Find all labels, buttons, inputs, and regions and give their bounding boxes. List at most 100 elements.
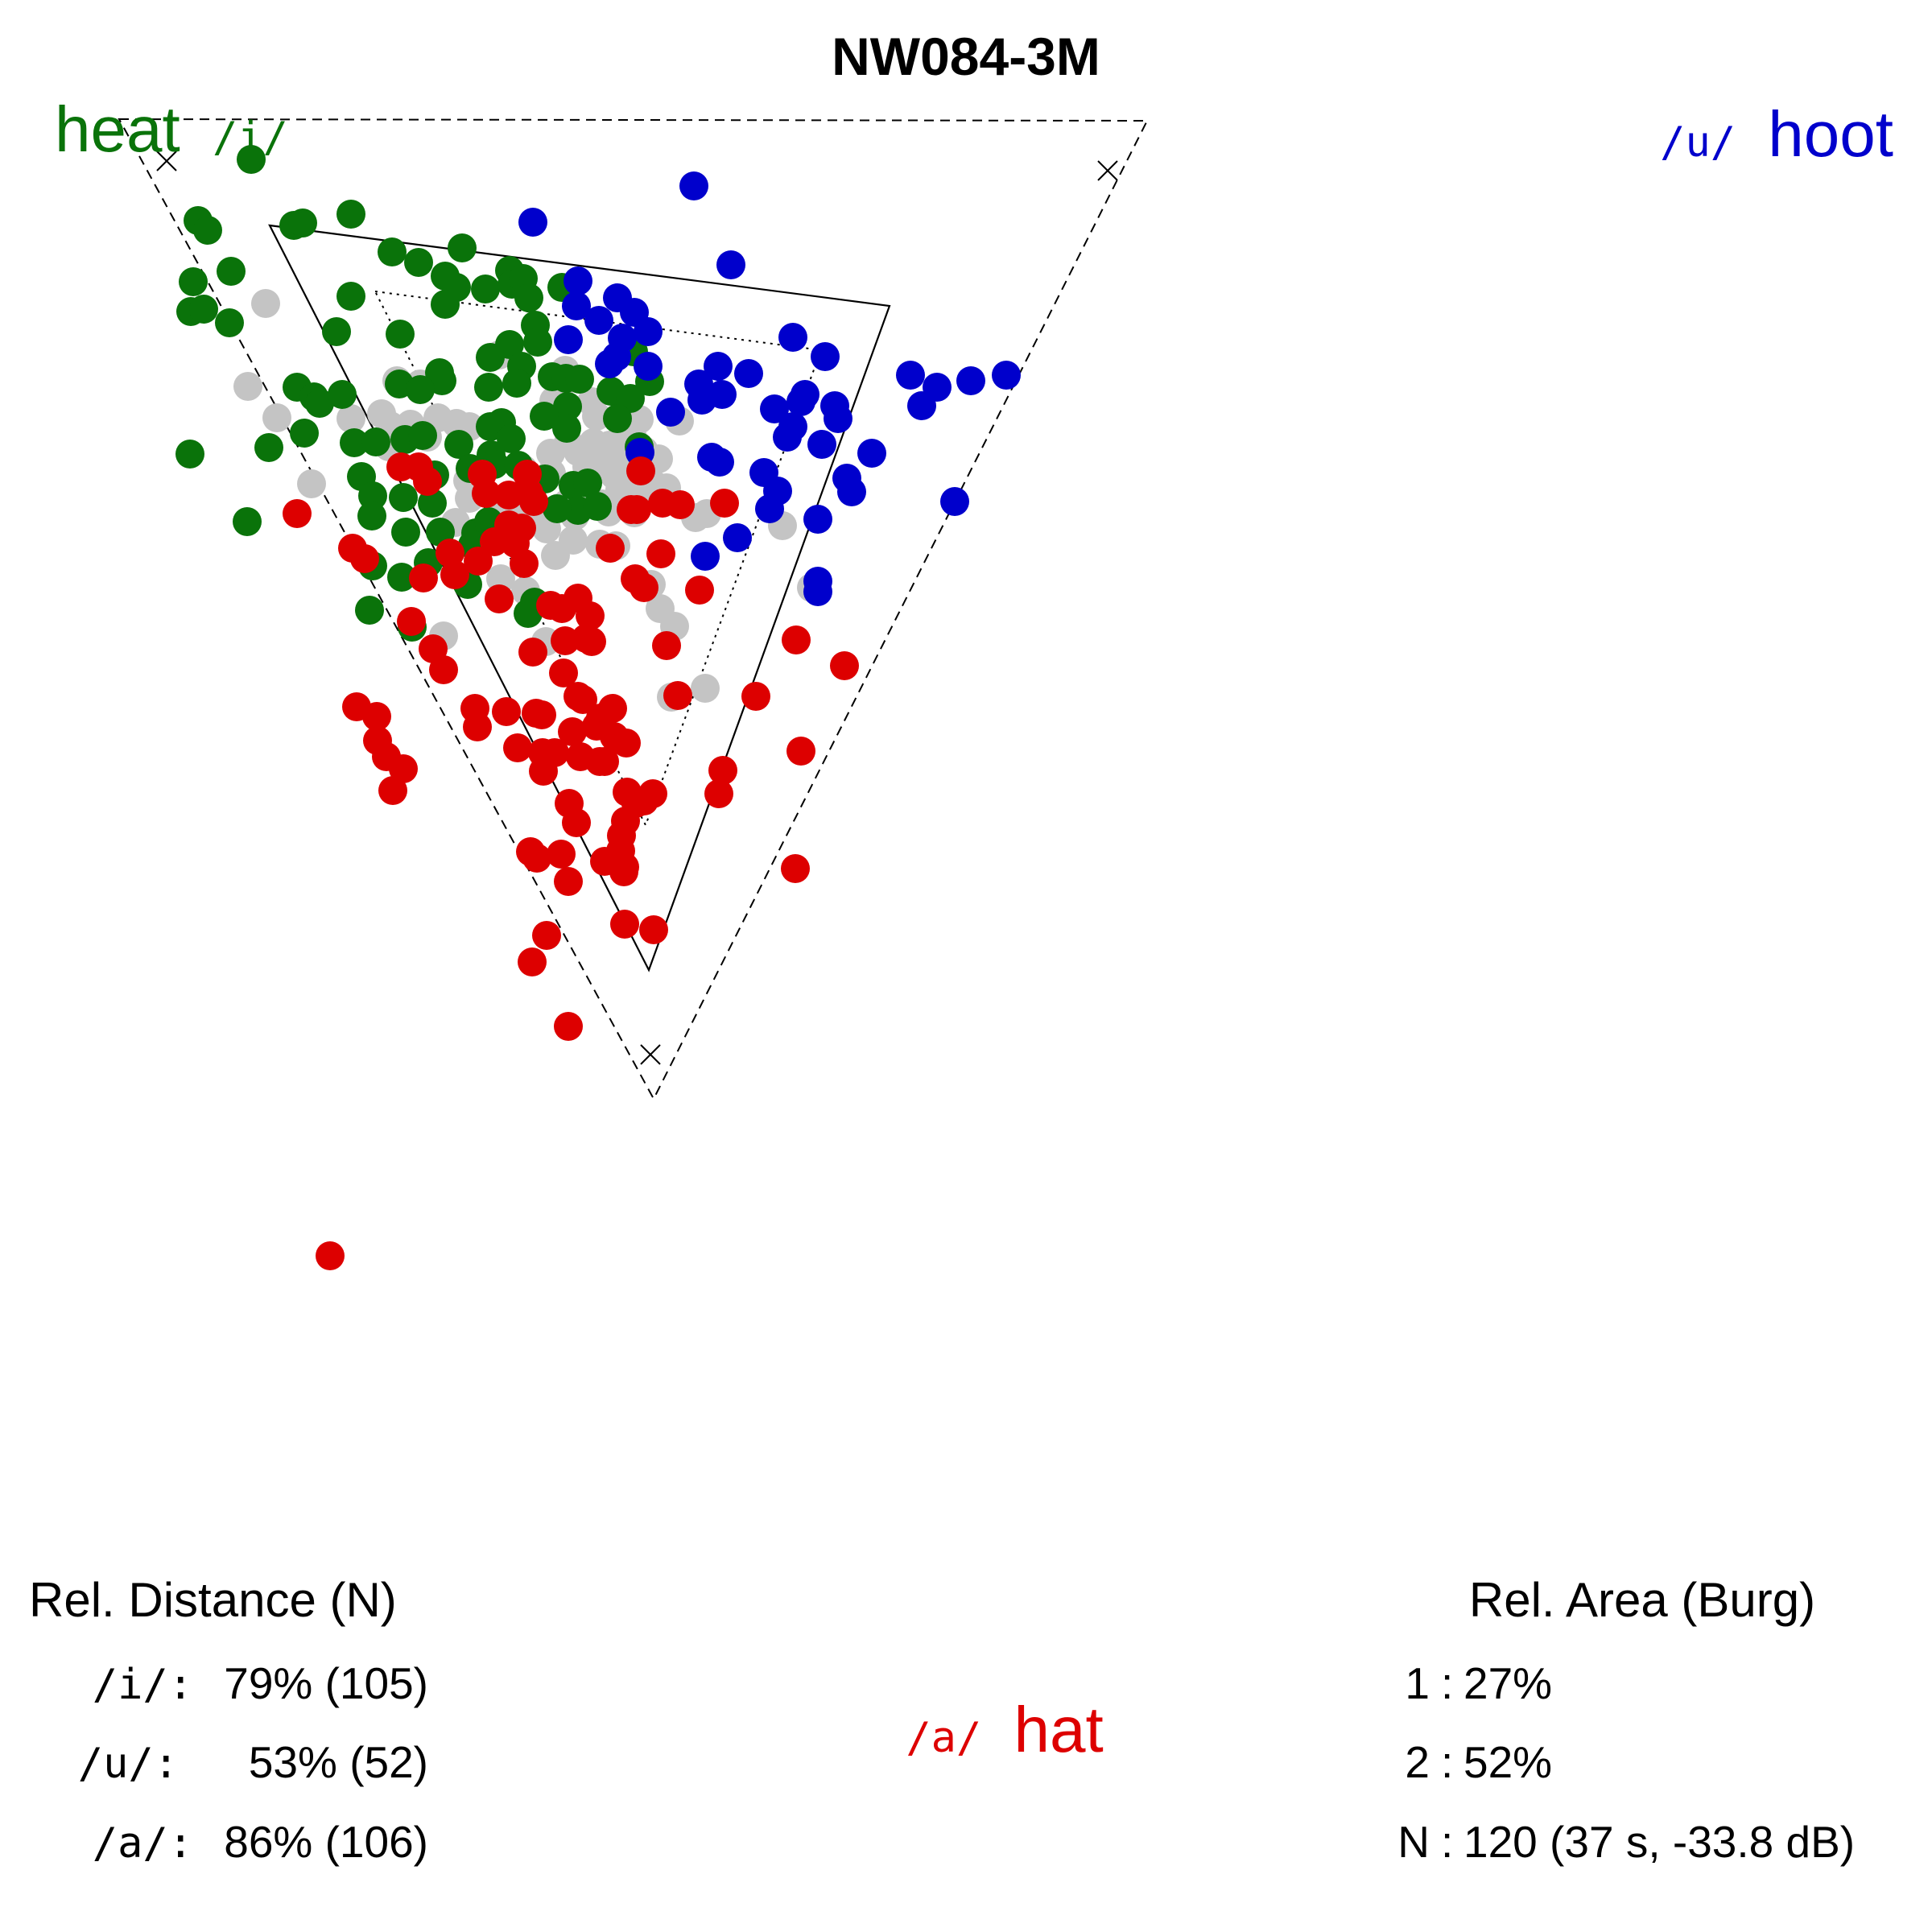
chart-title: NW084-3M bbox=[832, 27, 1100, 86]
point-a bbox=[464, 547, 493, 576]
point-u bbox=[786, 387, 815, 416]
point-u bbox=[554, 325, 583, 354]
rel-distance-label-a: /a/: bbox=[93, 1819, 193, 1868]
point-a bbox=[610, 910, 639, 939]
point-i bbox=[193, 216, 222, 245]
point-a bbox=[626, 456, 655, 485]
point-i bbox=[386, 320, 415, 349]
point-a bbox=[463, 712, 492, 741]
point-a bbox=[830, 651, 859, 680]
vowel-label-i: heat /i/ bbox=[55, 93, 288, 165]
rel-distance-heading: Rel. Distance (N) bbox=[29, 1573, 397, 1627]
point-i bbox=[523, 328, 552, 357]
point-u bbox=[837, 477, 866, 506]
point-i bbox=[288, 208, 317, 237]
point-a bbox=[283, 499, 312, 528]
reference-marker bbox=[156, 151, 177, 171]
point-a bbox=[350, 544, 379, 573]
point-i bbox=[427, 366, 456, 395]
point-u bbox=[896, 361, 925, 390]
point-a bbox=[413, 467, 442, 496]
point-u bbox=[773, 423, 802, 452]
point-i bbox=[336, 282, 365, 311]
point-a bbox=[378, 776, 407, 805]
point-a bbox=[547, 840, 576, 869]
point-other bbox=[582, 402, 611, 431]
point-u bbox=[634, 317, 663, 346]
triangle-outlines bbox=[118, 118, 1149, 1101]
rel-distance-value-u: 53% (52) bbox=[249, 1737, 428, 1787]
point-u bbox=[679, 171, 708, 200]
point-other bbox=[297, 469, 326, 498]
point-a bbox=[708, 756, 737, 785]
point-a bbox=[492, 697, 521, 726]
point-u bbox=[518, 208, 547, 237]
vowel-label-u: /u/ hoot bbox=[1660, 98, 1893, 170]
rel-area-heading: Rel. Area (Burg) bbox=[1469, 1573, 1815, 1627]
point-a bbox=[436, 539, 464, 568]
rel-area-label-2: 2 bbox=[1405, 1737, 1430, 1787]
point-a bbox=[704, 779, 733, 808]
point-u bbox=[691, 542, 720, 571]
point-u bbox=[940, 487, 969, 516]
vowel-label-a-symbol: /a/ bbox=[906, 1714, 981, 1762]
point-i bbox=[565, 365, 594, 394]
point-i bbox=[357, 502, 386, 530]
point-u bbox=[723, 523, 752, 552]
rel-distance-panel: Rel. Distance (N) /i/: 79% (105) /u/: 53… bbox=[29, 1573, 428, 1868]
point-i bbox=[573, 469, 602, 497]
rel-area-sep-1: : bbox=[1441, 1658, 1453, 1708]
point-a bbox=[527, 700, 556, 729]
point-a bbox=[549, 658, 578, 687]
point-i bbox=[583, 492, 612, 521]
point-i bbox=[476, 343, 505, 372]
point-a bbox=[518, 638, 547, 667]
point-i bbox=[328, 380, 357, 409]
point-i bbox=[290, 419, 319, 448]
point-a bbox=[590, 747, 619, 776]
point-i bbox=[189, 295, 218, 324]
vowel-label-a-word: hat bbox=[1013, 1694, 1103, 1765]
point-u bbox=[656, 398, 685, 427]
point-a bbox=[562, 808, 591, 837]
point-i bbox=[217, 257, 246, 286]
point-i bbox=[408, 421, 437, 450]
point-a bbox=[397, 607, 426, 636]
point-u bbox=[803, 505, 832, 534]
point-a bbox=[389, 754, 418, 783]
point-i bbox=[553, 392, 582, 421]
reference-marker bbox=[1097, 160, 1118, 181]
point-a bbox=[630, 573, 658, 602]
point-other bbox=[233, 372, 262, 401]
rel-area-label-n: N bbox=[1397, 1817, 1430, 1867]
point-u bbox=[705, 448, 734, 477]
vowel-label-u-symbol: /u/ bbox=[1660, 118, 1736, 167]
point-i bbox=[431, 290, 460, 319]
point-i bbox=[471, 275, 500, 303]
rel-area-sep-2: : bbox=[1441, 1737, 1453, 1787]
point-a bbox=[630, 786, 658, 815]
point-a bbox=[480, 527, 509, 556]
point-other bbox=[251, 289, 280, 318]
point-a bbox=[558, 717, 587, 746]
point-a bbox=[429, 655, 458, 684]
point-u bbox=[778, 323, 807, 352]
point-i bbox=[179, 267, 208, 296]
point-a bbox=[609, 857, 638, 886]
point-other bbox=[541, 541, 570, 570]
point-a bbox=[518, 947, 547, 976]
point-i bbox=[215, 308, 244, 337]
point-a bbox=[639, 915, 668, 944]
point-a bbox=[663, 681, 692, 710]
point-u bbox=[704, 352, 733, 381]
point-a bbox=[409, 564, 438, 592]
point-i bbox=[448, 233, 477, 262]
point-a bbox=[786, 737, 815, 766]
rel-distance-value-i: 79% (105) bbox=[224, 1658, 428, 1708]
point-u bbox=[760, 394, 789, 423]
point-u bbox=[907, 391, 936, 420]
point-a bbox=[503, 733, 532, 762]
point-other bbox=[336, 404, 365, 433]
point-u bbox=[634, 352, 663, 381]
